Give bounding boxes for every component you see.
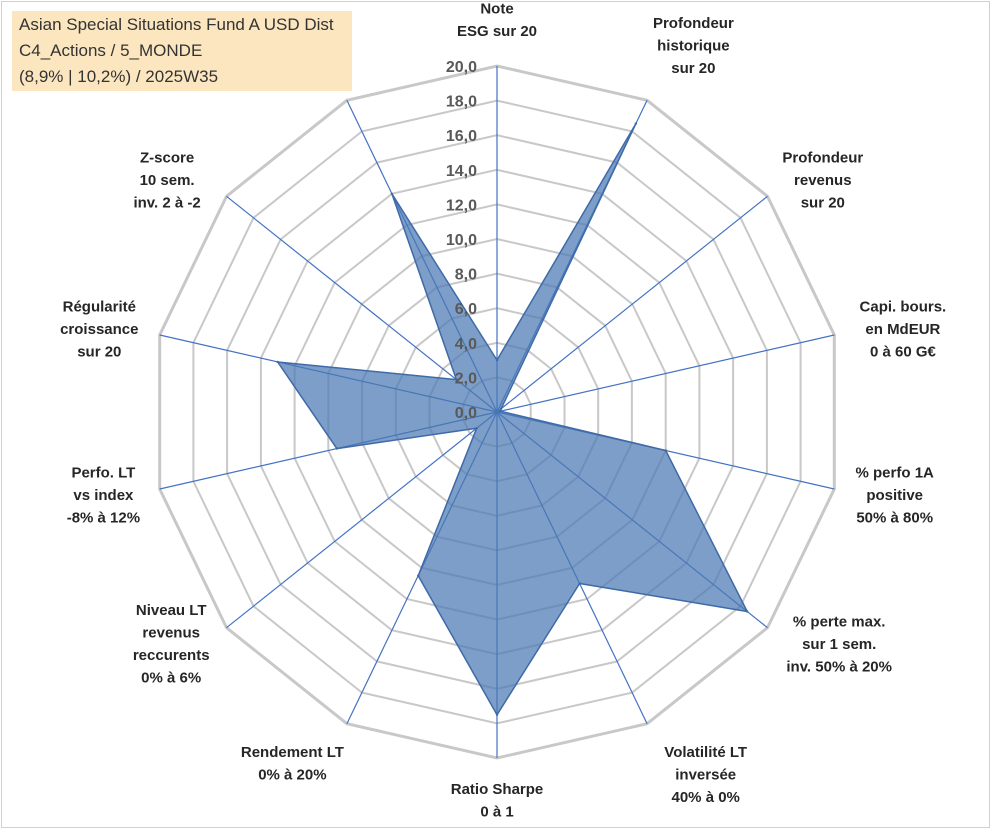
axis-label-line: inv. 2 à -2 [133, 195, 200, 212]
axis-label-4: % perfo 1A positive 50% à 80% [856, 464, 935, 526]
axis-label-line: 0 à 1 [480, 804, 513, 821]
axis-label-line: Régularité [63, 299, 136, 316]
axis-label-line: revenus [142, 625, 200, 642]
radar-series [276, 122, 749, 716]
tick-label: 20,0 [446, 59, 477, 76]
axis-label-line: Ratio Sharpe [451, 781, 544, 798]
axis-spoke [226, 411, 498, 629]
axis-label-line: Z-score [140, 150, 194, 167]
axis-label-line: historique [657, 37, 730, 54]
axis-label-line: en MdEUR [865, 321, 940, 338]
axis-label-line: Profondeur [653, 15, 734, 32]
axis-label-line: -8% à 12% [67, 509, 140, 526]
fund-name: Asian Special Situations Fund A USD Dist [19, 15, 334, 34]
axis-label-line: 0% à 6% [141, 670, 201, 687]
series-area [276, 122, 748, 716]
tick-label: 4,0 [455, 336, 477, 353]
axis-label-12: Z-score 10 sem. inv. 2 à -2 [133, 150, 200, 212]
fund-period: (8,9% | 10,2%) / 2025W35 [19, 67, 219, 86]
axis-label-line: ESG sur 20 [457, 23, 537, 40]
axis-spoke [226, 195, 498, 413]
axis-label-7: Ratio Sharpe 0 à 1 [451, 781, 544, 821]
axis-label-line: positive [866, 487, 923, 504]
axis-label-6: Volatilité LT inversée 40% à 0% [664, 744, 747, 806]
axis-label-line: croissance [60, 321, 138, 338]
data-point [276, 360, 279, 364]
tick-label: 6,0 [455, 301, 477, 318]
axis-label-line: 0% à 20% [258, 767, 326, 784]
data-point [495, 713, 499, 716]
axis-label-line: Note [480, 1, 513, 18]
data-point [499, 410, 502, 413]
axis-label-line: sur 20 [77, 344, 121, 361]
tick-label: 14,0 [446, 163, 477, 180]
tick-label: 16,0 [446, 128, 477, 145]
data-point [664, 449, 667, 452]
axis-label-line: 0 à 60 G€ [870, 344, 937, 361]
axis-label-10: Perfo. LT vs index -8% à 12% [67, 464, 140, 526]
axis-label-line: % perte max. [793, 613, 886, 630]
axis-label-line: Niveau LT [136, 602, 207, 619]
axis-label-8: Rendement LT 0% à 20% [241, 744, 344, 784]
fund-category: C4_Actions / 5_MONDE [19, 41, 203, 60]
data-point [475, 427, 478, 430]
axis-label-line: vs index [73, 487, 134, 504]
axis-label-5: % perte max. sur 1 sem. inv. 50% à 20% [786, 613, 892, 675]
radial-tick-labels: 0,0 2,0 4,0 6,0 8,0 10,0 12,0 14,0 16,0 18,0 20,0 [446, 59, 477, 422]
axis-label-line: Rendement LT [241, 744, 344, 761]
axis-label-line: sur 20 [801, 195, 845, 212]
axis-label-line: sur 1 sem. [802, 636, 876, 653]
axis-label-11: Régularité croissance sur 20 [60, 299, 138, 361]
axis-label-line: sur 20 [671, 60, 715, 77]
data-point [634, 122, 638, 125]
axis-label-line: % perfo 1A [856, 464, 935, 481]
tick-label: 12,0 [446, 197, 477, 214]
data-point [578, 582, 581, 585]
axis-spoke [496, 195, 768, 413]
data-point [417, 574, 420, 577]
data-point [495, 358, 499, 362]
axis-label-line: Profondeur [782, 150, 863, 167]
axis-label-line: 50% à 80% [856, 509, 933, 526]
axis-spoke [496, 334, 835, 413]
tick-label: 0,0 [455, 405, 477, 422]
axis-label-0: Note ESG sur 20 [457, 1, 537, 41]
tick-label: 2,0 [455, 370, 477, 387]
axis-label-line: inversée [675, 767, 736, 784]
axis-label-line: revenus [794, 172, 852, 189]
axis-label-line: Perfo. LT [71, 464, 135, 481]
fund-info-box: Asian Special Situations Fund A USD Dist… [12, 11, 352, 91]
data-point [499, 407, 503, 410]
axis-label-line: inv. 50% à 20% [786, 658, 892, 675]
axis-label-line: 40% à 0% [672, 789, 740, 806]
axis-label-line: Volatilité LT [664, 744, 747, 761]
axis-label-line: 10 sem. [140, 172, 195, 189]
tick-label: 18,0 [446, 94, 477, 111]
data-point [746, 610, 749, 613]
axis-label-2: Profondeur revenus sur 20 [782, 150, 863, 212]
axis-label-9: Niveau LT revenus reccurents 0% à 6% [133, 602, 210, 687]
axis-label-line: reccurents [133, 647, 210, 664]
tick-label: 10,0 [446, 232, 477, 249]
data-point [390, 192, 394, 195]
axis-label-line: Capi. bours. [860, 299, 947, 316]
tick-label: 8,0 [455, 267, 477, 284]
data-point [455, 378, 458, 381]
axis-label-3: Capi. bours. en MdEUR 0 à 60 G€ [860, 299, 947, 361]
data-point [335, 447, 338, 450]
axis-label-1: Profondeur historique sur 20 [653, 15, 734, 77]
